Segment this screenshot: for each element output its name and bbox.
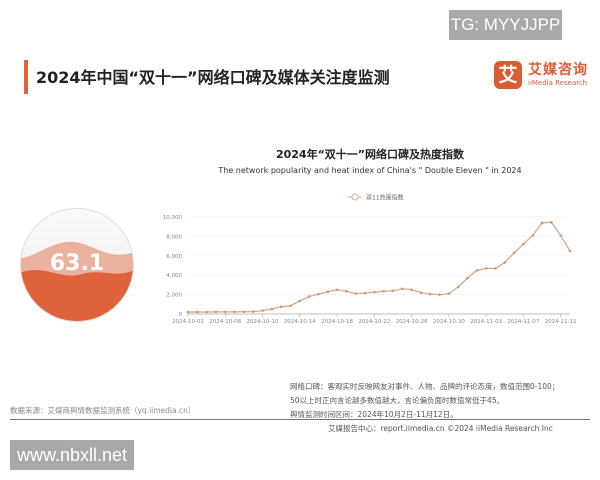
data-point bbox=[242, 310, 246, 314]
x-tick-label: 2024-10-26 bbox=[396, 319, 428, 325]
x-tick-label: 2024-11-03 bbox=[470, 319, 502, 325]
data-point bbox=[289, 304, 292, 308]
data-point bbox=[354, 292, 358, 295]
x-tick-label: 2024-10-18 bbox=[321, 319, 353, 325]
footer-divider bbox=[10, 419, 590, 420]
reputation-gauge: 63.1 bbox=[20, 208, 134, 322]
gauge-value: 63.1 bbox=[49, 251, 105, 276]
x-tick-label: 2024-10-14 bbox=[284, 319, 316, 325]
data-point bbox=[466, 276, 469, 280]
page-title: 2024年中国“双十一”网络口碑及媒体关注度监测 bbox=[36, 68, 390, 87]
data-point bbox=[475, 269, 479, 272]
data-point bbox=[447, 292, 451, 295]
data-point bbox=[391, 289, 395, 293]
data-point bbox=[531, 234, 535, 237]
data-point bbox=[419, 291, 423, 294]
legend-label: 双11热度指数 bbox=[366, 194, 404, 202]
title-accent-bar bbox=[24, 60, 28, 94]
data-point bbox=[494, 267, 497, 270]
data-point bbox=[223, 310, 227, 314]
x-tick-label: 2024-10-30 bbox=[433, 319, 465, 325]
logo-text-cn: 艾媒咨询 bbox=[528, 62, 588, 78]
data-point bbox=[261, 309, 264, 312]
x-tick-label: 2024-11-07 bbox=[507, 319, 539, 325]
data-point bbox=[522, 242, 525, 246]
logo-text-en: iiMedia Research bbox=[528, 79, 588, 87]
data-point bbox=[279, 305, 283, 309]
data-point bbox=[251, 310, 255, 313]
data-point bbox=[568, 249, 572, 253]
note-line-3: 舆情监测时间区间：2024年10月2日-11月12日。 bbox=[290, 410, 458, 419]
x-tick-label: 2024-11-11 bbox=[545, 319, 577, 325]
data-point bbox=[438, 293, 441, 296]
chart-subtitle: The network popularity and heat index of… bbox=[218, 166, 522, 175]
logo-icon: 艾 bbox=[494, 61, 522, 89]
data-point bbox=[484, 267, 488, 270]
series-line bbox=[188, 221, 571, 313]
note-line-2: 50以上时正向言论越多数值越大，言论偏负面时数值常低于45。 bbox=[290, 396, 505, 405]
watermark-tg: TG: MYYJJPP bbox=[449, 10, 562, 40]
x-tick-label: 2024-10-02 bbox=[172, 319, 204, 325]
gauge-wave bbox=[21, 241, 133, 321]
x-tick-label: 2024-10-06 bbox=[209, 319, 241, 325]
data-source: 数据来源：艾媒商舆情数据监测系统（yq.iimedia.cn） bbox=[10, 406, 196, 415]
data-point bbox=[317, 292, 320, 296]
data-point bbox=[550, 221, 553, 224]
data-point bbox=[326, 290, 330, 293]
y-tick-label: 8,000 bbox=[166, 234, 182, 240]
footer-credit: 艾媒报告中心：report.iimedia.cn ©2024 iiMedia R… bbox=[328, 424, 553, 433]
data-point bbox=[233, 310, 236, 314]
legend-marker bbox=[351, 193, 359, 201]
data-point bbox=[196, 310, 199, 314]
data-point bbox=[503, 261, 507, 264]
data-point bbox=[335, 288, 339, 292]
chart-title: 2024年“双十一”网络口碑及热度指数 bbox=[275, 148, 465, 161]
data-point bbox=[270, 307, 274, 311]
y-tick-label: 2,000 bbox=[166, 293, 182, 299]
y-tick-label: 10,000 bbox=[163, 215, 183, 221]
data-point bbox=[307, 295, 311, 298]
data-point bbox=[186, 310, 190, 314]
data-point bbox=[345, 289, 348, 293]
data-point bbox=[456, 285, 460, 289]
data-point bbox=[410, 288, 413, 292]
data-point bbox=[205, 310, 208, 314]
data-point bbox=[214, 310, 218, 314]
y-tick-label: 0 bbox=[179, 312, 183, 318]
data-point bbox=[428, 292, 432, 296]
data-point bbox=[298, 299, 302, 303]
data-point bbox=[382, 289, 385, 293]
line-chart: 双11热度指数 0 2,000 4,000 6,000 8,000 10,000 2024-1… bbox=[163, 193, 577, 325]
watermark-site: www.nbxll.net bbox=[10, 440, 134, 470]
y-tick-label: 4,000 bbox=[166, 273, 182, 279]
data-point bbox=[540, 221, 544, 225]
x-tick-label: 2024-10-22 bbox=[358, 319, 390, 325]
note-line-1: 网络口碑：客观实时反映网友对事件、人物、品牌的评论态度，数值范围0-100； bbox=[290, 382, 560, 391]
data-point bbox=[373, 290, 376, 294]
data-point bbox=[363, 291, 367, 295]
data-point bbox=[512, 251, 516, 255]
data-point bbox=[400, 287, 404, 291]
y-tick-label: 6,000 bbox=[166, 254, 182, 260]
x-tick-label: 2024-10-10 bbox=[247, 319, 279, 325]
data-point bbox=[559, 234, 562, 237]
